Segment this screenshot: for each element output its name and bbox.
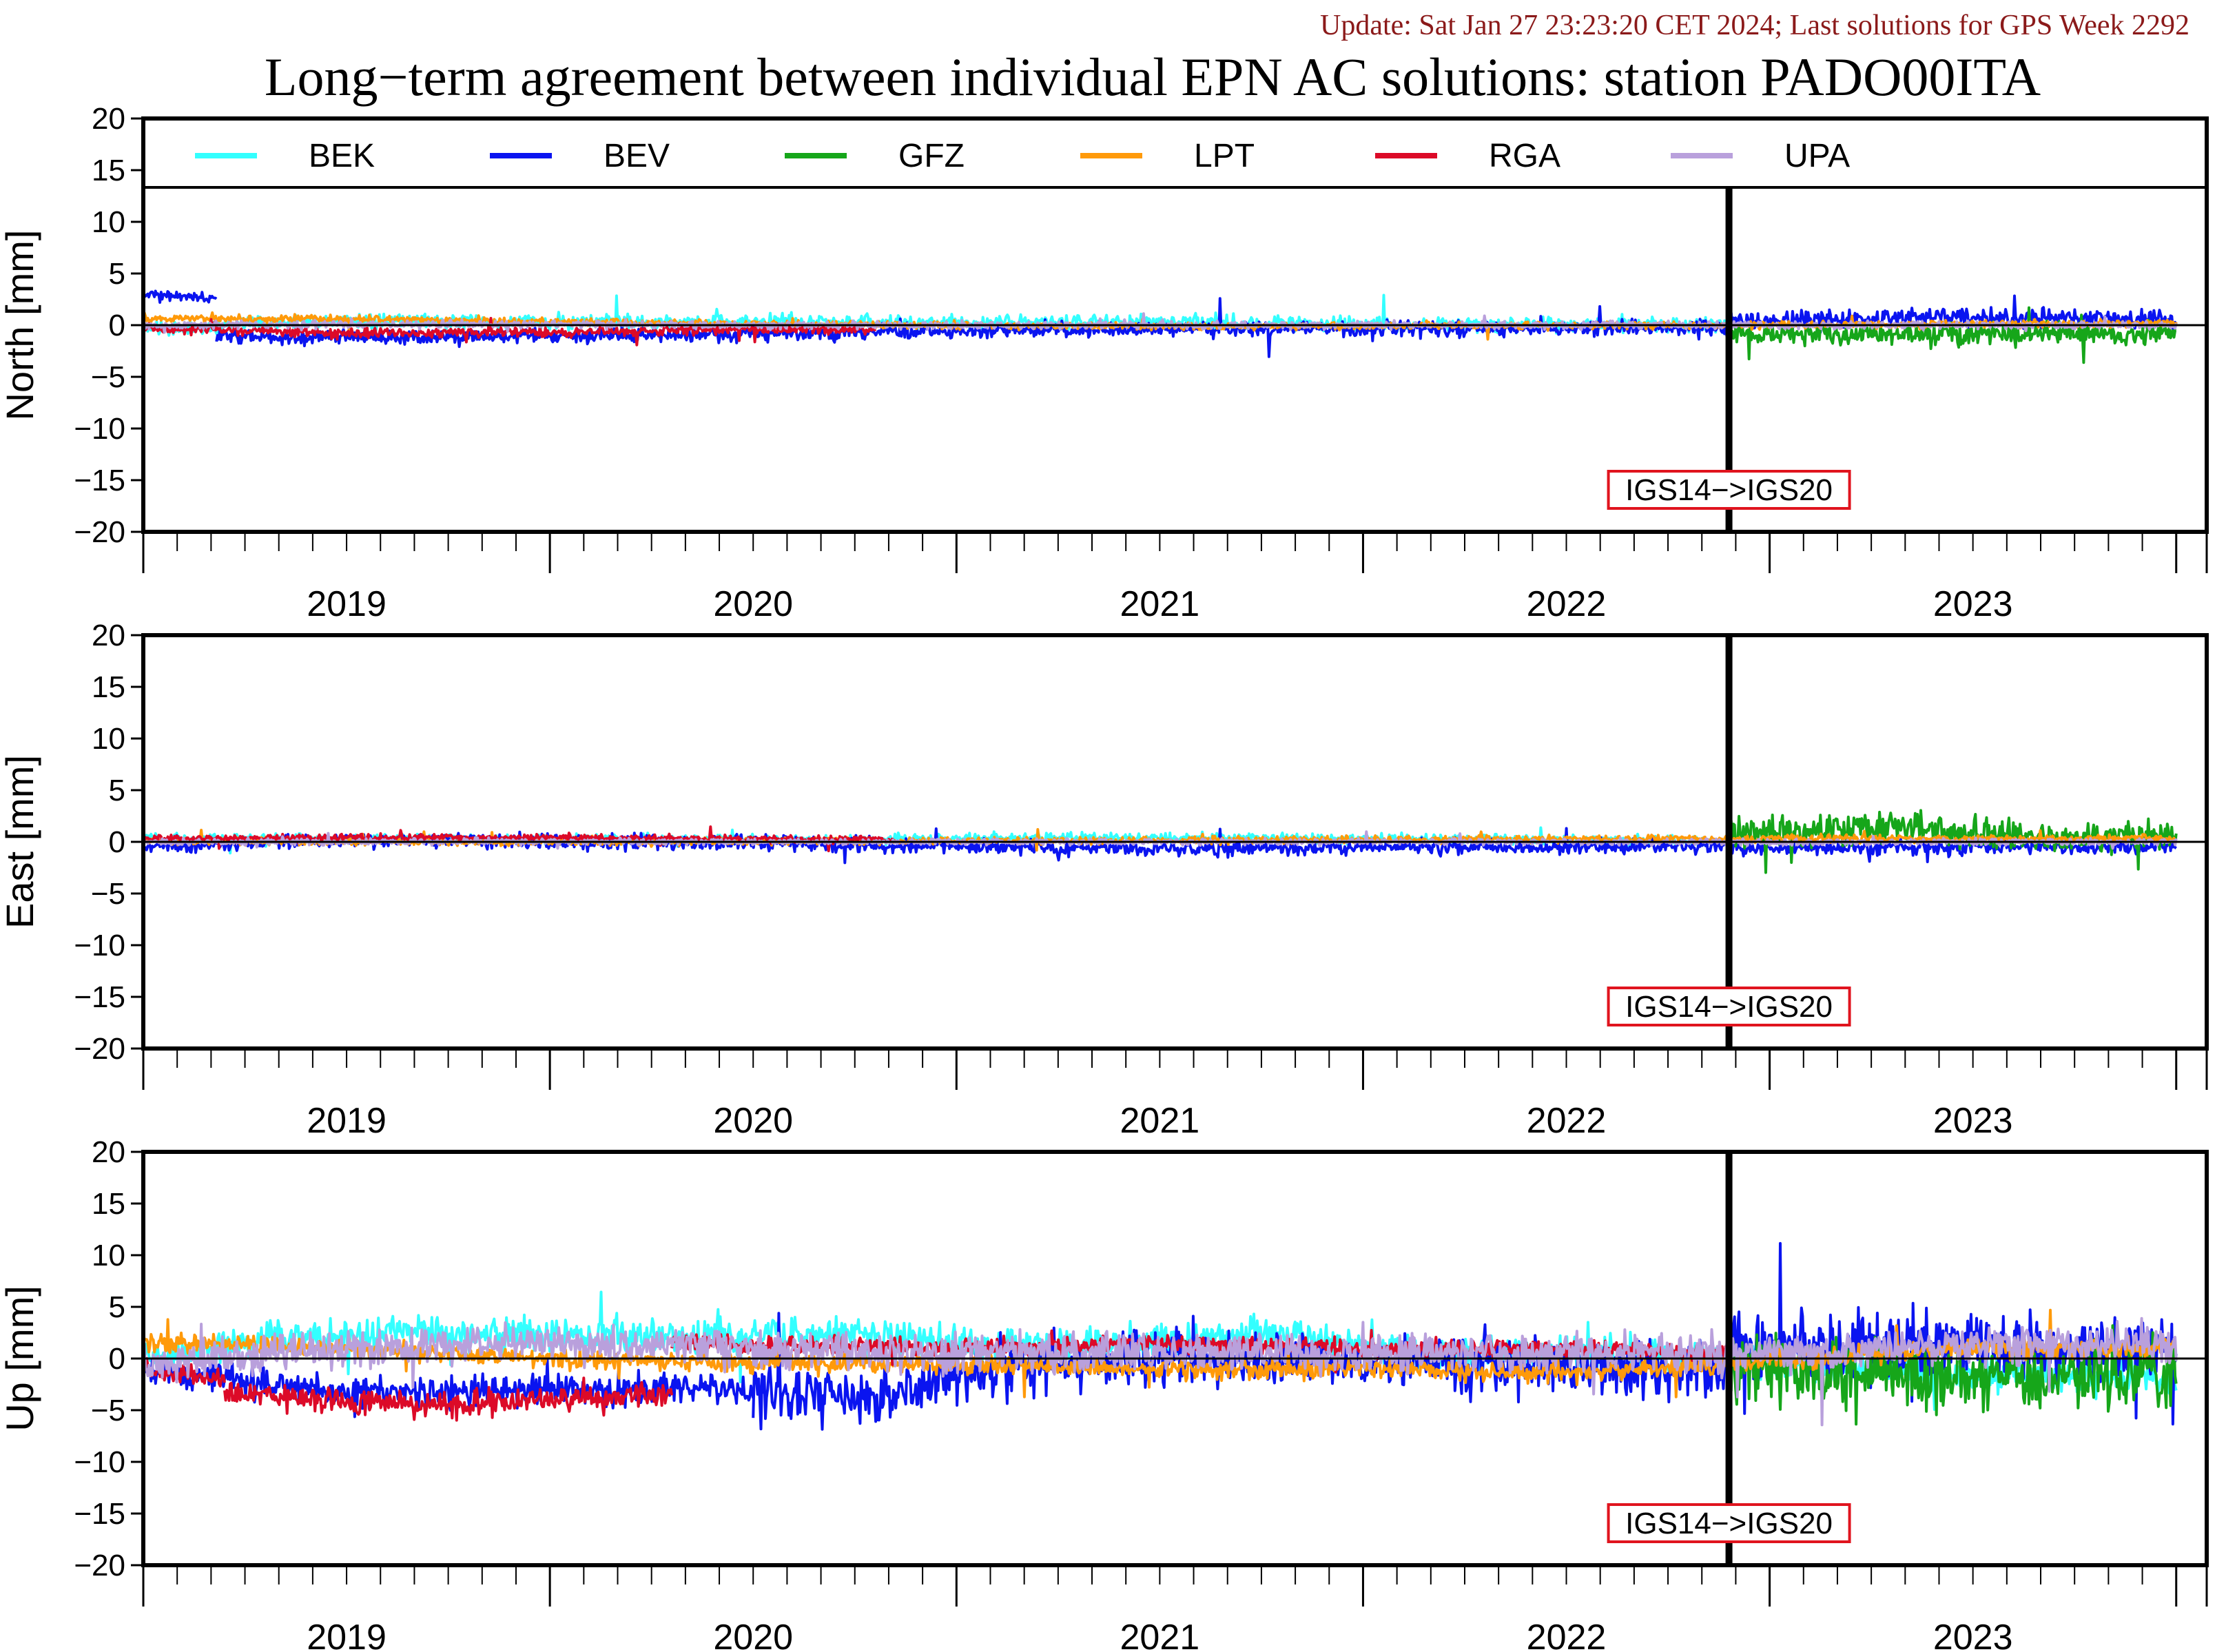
x-tick-label: 2019 xyxy=(307,1618,387,1652)
y-tick-label: 20 xyxy=(92,619,125,652)
series-bev-line xyxy=(1727,294,2178,334)
panel-north: 20 15 10 5 0 −5 −10 −15 −20 North [mm] 2019 2020 202… xyxy=(0,102,2209,624)
legend-label: GFZ xyxy=(898,138,965,174)
legend-label: BEK xyxy=(309,138,375,174)
y-tick-label: 20 xyxy=(92,1135,125,1169)
y-axis-label: Up [mm] xyxy=(0,1286,41,1432)
legend-background xyxy=(143,118,2207,187)
y-tick-label: −10 xyxy=(74,929,125,962)
y-tick-label: −15 xyxy=(74,464,125,497)
series-upa-line xyxy=(145,312,2178,334)
y-tick-label: 5 xyxy=(109,1290,125,1324)
legend-label: BEV xyxy=(604,138,670,174)
series-gfz-line xyxy=(1727,1324,2178,1426)
plot-frame-top xyxy=(141,116,2209,534)
y-tick-label: 0 xyxy=(109,825,125,859)
y-tick-label: −20 xyxy=(74,1549,125,1582)
y-tick-label: −15 xyxy=(74,980,125,1014)
reference-change-box xyxy=(1607,470,1851,510)
reference-change-label: IGS14−>IGS20 xyxy=(1625,990,1833,1024)
legend-label: UPA xyxy=(1784,138,1850,174)
y-tick-label: −20 xyxy=(74,1032,125,1066)
y-axis-label: East [mm] xyxy=(0,755,41,929)
legend-item-upa: UPA xyxy=(1671,138,1850,174)
y-tick-label: 15 xyxy=(92,154,125,187)
legend-label: LPT xyxy=(1194,138,1255,174)
series-bev-line xyxy=(215,297,1729,358)
y-tick-label: 0 xyxy=(109,309,125,342)
y-tick-label: −5 xyxy=(91,360,125,394)
series-rga-line xyxy=(223,1376,674,1422)
x-tick-label: 2020 xyxy=(713,1618,793,1652)
y-tick-label: −20 xyxy=(74,515,125,549)
y-tick-label: −10 xyxy=(74,412,125,446)
series-bev-line xyxy=(145,289,218,304)
legend-item-bek: BEK xyxy=(195,138,375,174)
chart-title: Long−term agreement between individual E… xyxy=(265,47,2041,107)
legend-label: RGA xyxy=(1489,138,1560,174)
y-tick-label: −5 xyxy=(91,877,125,911)
panel-up: 20 15 10 5 0 −5 −10 −15 −20 Up [mm] 2019 2020 2021 20… xyxy=(0,1135,2209,1652)
panel-east: 20 15 10 5 0 −5 −10 −15 −20 East [mm] 2019 2020 2021… xyxy=(0,619,2209,1141)
x-tick-label: 2019 xyxy=(307,1101,387,1141)
legend-item-rga: RGA xyxy=(1375,138,1560,174)
x-tick-label: 2021 xyxy=(1120,1618,1200,1652)
y-tick-label: 10 xyxy=(92,722,125,756)
x-tick-label: 2019 xyxy=(307,584,387,624)
legend-item-gfz: GFZ xyxy=(785,138,965,174)
y-tick-label: −15 xyxy=(74,1497,125,1531)
x-tick-label: 2022 xyxy=(1527,1101,1607,1141)
series-gfz-line xyxy=(1727,306,2177,364)
reference-change-label: IGS14−>IGS20 xyxy=(1625,473,1833,507)
legend-item-bev: BEV xyxy=(490,138,670,174)
x-tick-label: 2023 xyxy=(1933,1101,2013,1141)
y-tick-label: 15 xyxy=(92,1187,125,1221)
y-tick-label: −5 xyxy=(91,1394,125,1427)
series-gfz-line xyxy=(1727,809,2178,874)
y-tick-label: 10 xyxy=(92,205,125,239)
y-tick-label: 15 xyxy=(92,670,125,704)
update-timestamp: Update: Sat Jan 27 23:23:20 CET 2024; La… xyxy=(1320,10,2189,41)
y-tick-label: 10 xyxy=(92,1239,125,1272)
x-tick-label: 2022 xyxy=(1527,584,1607,624)
x-tick-label: 2021 xyxy=(1120,1101,1200,1141)
reference-change-box xyxy=(1607,1503,1851,1543)
y-tick-label: −10 xyxy=(74,1445,125,1479)
x-tick-label: 2020 xyxy=(713,1101,793,1141)
x-tick-label: 2023 xyxy=(1933,584,2013,624)
x-tick-label: 2021 xyxy=(1120,584,1200,624)
y-axis-label: North [mm] xyxy=(0,230,41,421)
y-tick-label: 0 xyxy=(109,1342,125,1376)
y-tick-label: 5 xyxy=(109,257,125,291)
y-tick-label: 5 xyxy=(109,774,125,807)
y-tick-label: 20 xyxy=(92,102,125,136)
legend: BEK BEV GFZ LPT RGA UPA xyxy=(143,118,2207,189)
x-tick-label: 2022 xyxy=(1527,1618,1607,1652)
reference-change-box xyxy=(1607,987,1851,1026)
x-tick-label: 2023 xyxy=(1933,1618,2013,1652)
legend-item-lpt: LPT xyxy=(1080,138,1255,174)
reference-change-label: IGS14−>IGS20 xyxy=(1625,1507,1833,1540)
x-tick-label: 2020 xyxy=(713,584,793,624)
